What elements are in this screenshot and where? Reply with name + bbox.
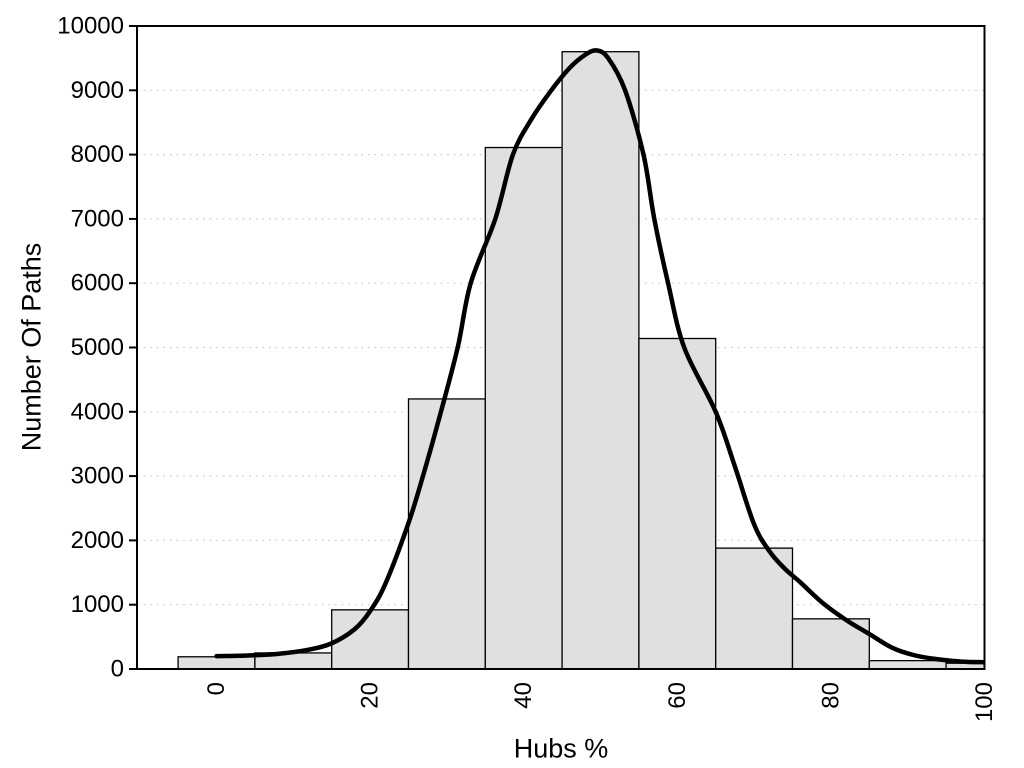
histogram-bar-30 [407,398,486,669]
y-tick-label-7000: 7000 [71,205,124,232]
histogram-bar-90 [868,659,947,669]
histogram-bar-70 [715,547,794,669]
histogram-bars [177,51,985,669]
y-tick-label-10000: 10000 [57,13,124,40]
y-tick-label-6000: 6000 [71,270,124,297]
histogram-bar-40 [484,146,563,669]
x-tick-label-80: 80 [817,682,844,709]
y-axis-title: Number Of Paths [16,242,47,452]
y-tick-label-1000: 1000 [71,591,124,618]
x-axis-title: Hubs % [513,733,609,764]
y-tick-label-9000: 9000 [71,77,124,104]
density-curve-group [214,48,985,665]
histogram-bar-60 [638,337,717,669]
y-tick-label-0: 0 [111,656,124,683]
density-curve [214,48,985,665]
y-tick-label-4000: 4000 [71,398,124,425]
x-tick-label-20: 20 [357,682,384,709]
x-tick-label-40: 40 [510,682,537,709]
histogram-bar-50 [561,51,640,669]
y-tick-label-5000: 5000 [71,334,124,361]
y-tick-label-8000: 8000 [71,141,124,168]
y-tick-label-3000: 3000 [71,463,124,490]
y-tick-label-2000: 2000 [71,527,124,554]
x-tick-label-60: 60 [664,682,691,709]
histogram-bar-0 [177,656,256,669]
x-tick-label-0: 0 [203,682,230,695]
x-tick-label-100: 100 [971,682,998,722]
